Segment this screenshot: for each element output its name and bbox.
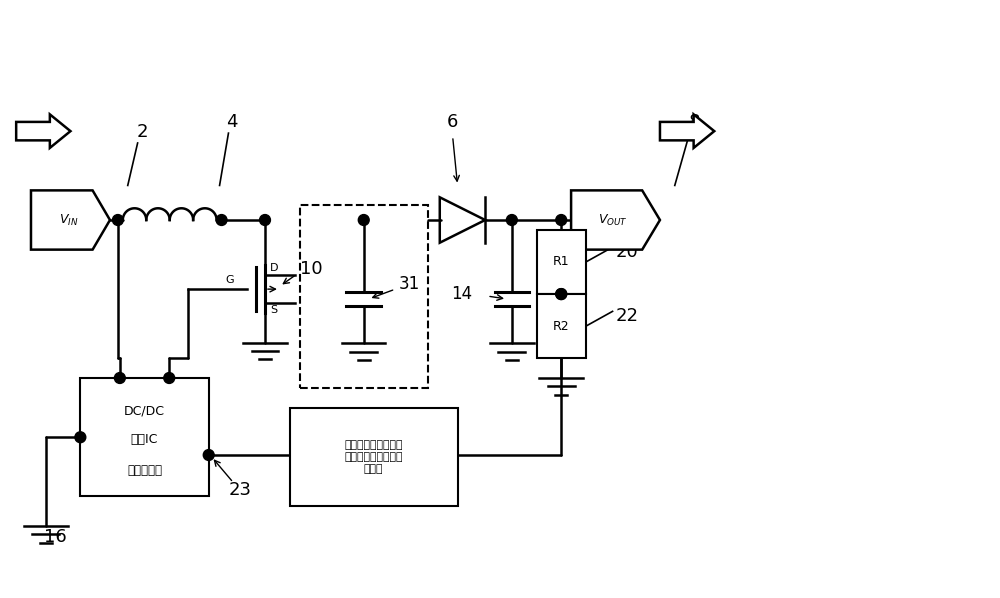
Bar (537, 294, 586, 358)
Circle shape (112, 215, 123, 225)
Circle shape (216, 215, 227, 225)
Text: $V_{IN}$: $V_{IN}$ (59, 212, 78, 228)
Text: 10: 10 (300, 260, 322, 279)
Text: S: S (270, 305, 277, 315)
Text: DC/DC: DC/DC (124, 405, 165, 417)
Polygon shape (31, 190, 110, 249)
Text: 23: 23 (228, 481, 251, 499)
Text: 6: 6 (447, 113, 458, 131)
Text: 振荡IC: 振荡IC (131, 433, 158, 446)
Text: 8: 8 (689, 113, 700, 131)
Text: 2: 2 (137, 123, 148, 141)
Text: R2: R2 (553, 320, 570, 332)
Bar (300, 205, 428, 388)
Text: 22: 22 (616, 307, 639, 325)
Circle shape (114, 373, 125, 383)
Polygon shape (571, 190, 660, 249)
Circle shape (358, 215, 369, 225)
Circle shape (506, 215, 517, 225)
Text: D: D (270, 263, 278, 273)
Circle shape (75, 432, 86, 443)
Text: 16: 16 (44, 528, 67, 546)
Text: R1: R1 (553, 255, 570, 269)
Circle shape (260, 215, 270, 225)
Bar (80, 378, 209, 496)
Circle shape (203, 450, 214, 460)
Bar (537, 230, 586, 294)
Circle shape (556, 289, 567, 300)
Text: 4: 4 (226, 113, 237, 131)
Circle shape (556, 215, 567, 225)
Text: 20: 20 (616, 243, 638, 261)
Polygon shape (16, 114, 70, 148)
Text: G: G (226, 275, 234, 285)
Text: 14: 14 (451, 285, 472, 303)
Text: 31: 31 (398, 275, 420, 293)
Circle shape (164, 373, 175, 383)
Text: $V_{OUT}$: $V_{OUT}$ (598, 212, 627, 228)
Circle shape (556, 289, 567, 300)
Polygon shape (660, 114, 714, 148)
Text: （升压用）: （升压用） (127, 464, 162, 477)
Text: 单纯地将电容器安装
在漏极和接地端之间
的情况: 单纯地将电容器安装 在漏极和接地端之间 的情况 (344, 440, 403, 474)
Bar (290, 408, 458, 507)
